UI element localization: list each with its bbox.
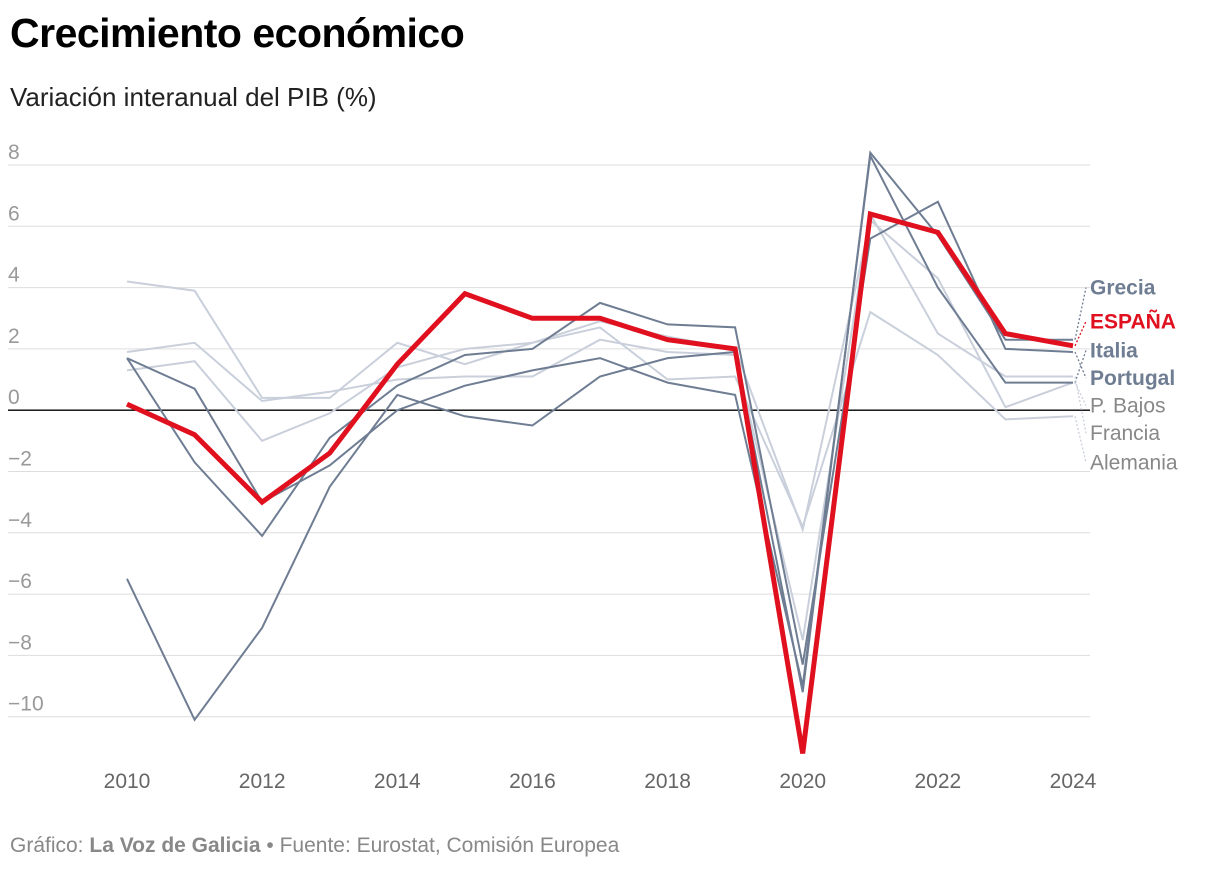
series-line-italia bbox=[126, 152, 1073, 687]
series-label: Italia bbox=[1090, 339, 1138, 362]
series-label: ESPAÑA bbox=[1090, 310, 1176, 333]
series-line-p-bajos bbox=[126, 218, 1074, 534]
x-tick-label: 2014 bbox=[374, 770, 421, 793]
series-line-españa bbox=[125, 210, 1074, 754]
y-axis-ticks: 8 6 4 2 0 −2 −4 −6 −8 −10 bbox=[8, 141, 44, 716]
x-tick-label: 2018 bbox=[644, 770, 691, 793]
footer-source: • Fuente: Eurostat, Comisión Europea bbox=[266, 834, 620, 857]
chart-title: Crecimiento económico bbox=[10, 10, 465, 56]
label-leader bbox=[1074, 321, 1087, 347]
series-label: Alemania bbox=[1090, 451, 1178, 474]
footer-brand: La Voz de Galicia bbox=[89, 834, 261, 857]
x-tick-label: 2012 bbox=[239, 770, 286, 793]
chart-subtitle: Variación interanual del PIB (%) bbox=[10, 82, 377, 112]
x-axis-ticks: 2010 2012 2014 2016 2018 2020 2022 2024 bbox=[104, 770, 1097, 793]
y-tick-label: −10 bbox=[8, 693, 44, 716]
x-tick-label: 2016 bbox=[509, 770, 556, 793]
series-line-grecia bbox=[126, 150, 1073, 722]
label-leader bbox=[1074, 287, 1087, 340]
y-tick-label: −4 bbox=[8, 509, 32, 532]
y-tick-label: −6 bbox=[8, 570, 32, 593]
series-label: P. Bajos bbox=[1090, 395, 1166, 418]
y-tick-label: 6 bbox=[8, 202, 20, 225]
series-label: Portugal bbox=[1090, 367, 1175, 390]
label-leader bbox=[1074, 376, 1087, 434]
series-line-francia bbox=[126, 211, 1073, 641]
label-leader bbox=[1074, 351, 1087, 379]
y-tick-label: −8 bbox=[8, 631, 32, 654]
y-tick-label: 8 bbox=[8, 141, 20, 164]
footer-prefix: Gráfico: bbox=[10, 834, 84, 857]
series-line-portugal bbox=[126, 200, 1074, 665]
label-leader bbox=[1074, 416, 1087, 463]
series-label: Francia bbox=[1090, 422, 1160, 445]
x-tick-label: 2020 bbox=[779, 770, 826, 793]
y-tick-label: 2 bbox=[8, 325, 20, 348]
x-tick-label: 2024 bbox=[1050, 770, 1097, 793]
chart-footer: Gráfico: La Voz de Galicia • Fuente: Eur… bbox=[10, 834, 619, 858]
grid-lines bbox=[8, 164, 1090, 718]
label-leader bbox=[1074, 350, 1087, 383]
y-tick-label: −2 bbox=[8, 448, 32, 471]
label-leader-lines bbox=[1074, 287, 1087, 463]
series-label: Grecia bbox=[1090, 277, 1156, 300]
series-lines bbox=[125, 150, 1074, 754]
y-tick-label: 4 bbox=[8, 264, 20, 287]
line-chart: 8 6 4 2 0 −2 −4 −6 −8 −10 2010 2012 2014 2016 2018 202… bbox=[8, 141, 1178, 793]
x-tick-label: 2010 bbox=[104, 770, 151, 793]
y-tick-label: 0 bbox=[8, 386, 20, 409]
series-labels: Grecia ESPAÑA Italia Portugal P. Bajos Franci… bbox=[1090, 277, 1178, 475]
x-tick-label: 2022 bbox=[914, 770, 961, 793]
label-leader bbox=[1074, 382, 1087, 406]
